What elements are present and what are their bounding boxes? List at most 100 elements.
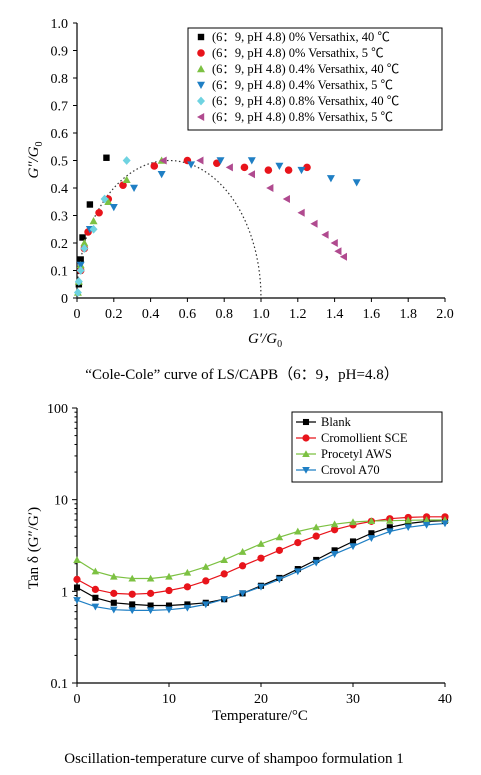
legend-marker (302, 450, 310, 458)
x-tick-label: 10 (162, 692, 176, 707)
x-tick-label: 1.4 (326, 307, 344, 322)
data-point-triangle-up (104, 197, 113, 205)
legend-marker (302, 466, 310, 474)
data-point-triangle-down (146, 607, 155, 615)
x-axis-label: G′/G0 (248, 331, 282, 350)
legend: Blank Cromollient SCE Procetyl AWS Crovol A… (291, 411, 443, 483)
data-point-circle (284, 166, 293, 174)
x-tick-label: 1.2 (289, 307, 307, 322)
data-point-triangle-up (165, 572, 173, 580)
y-tick-label: 0.9 (51, 45, 69, 60)
y-tick-label: 1 (61, 585, 68, 600)
legend-label: (6：9, pH 4.8) 0.4% Versathix, 5 ℃ (212, 78, 393, 92)
data-point-triangle-down (157, 171, 166, 179)
legend-label: (6：9, pH 4.8) 0.8% Versathix, 40 ℃ (212, 94, 399, 108)
data-point-triangle-left (282, 195, 290, 203)
data-point-circle (294, 539, 302, 547)
legend-label: (6：9, pH 4.8) 0% Versathix, 40 ℃ (212, 30, 390, 44)
x-tick-label: 40 (438, 692, 452, 707)
data-point-triangle-down (367, 535, 376, 542)
legend-marker (197, 96, 205, 106)
legend-marker (197, 81, 205, 89)
data-point-square (103, 154, 110, 161)
legend-label: Cromollient SCE (321, 431, 408, 445)
data-point-diamond (73, 288, 82, 297)
data-point-triangle-up (275, 533, 284, 541)
x-tick-label: 1.8 (399, 307, 417, 322)
data-point-square (331, 547, 338, 554)
data-point-circle (110, 589, 118, 597)
data-point-square (405, 520, 412, 527)
y-tick-label: 0.4 (51, 182, 69, 197)
data-point-triangle-down (238, 590, 247, 598)
y-tick-label: 0.1 (51, 265, 69, 280)
x-tick-label: 0 (74, 692, 81, 707)
data-point-triangle-up (422, 516, 431, 524)
x-tick-label: 1.0 (252, 307, 270, 322)
data-point-triangle-down (109, 204, 118, 212)
data-point-circle (330, 526, 339, 534)
data-point-triangle-up (202, 563, 210, 570)
data-point-triangle-left (321, 230, 329, 239)
data-point-square (79, 234, 86, 241)
chart-caption: “Cole-Cole” curve of LS/CAPB（6：9，pH=4.8） (85, 366, 398, 383)
x-tick-label: 0.8 (215, 307, 233, 322)
data-point-triangle-down (312, 559, 320, 567)
data-point-circle (213, 159, 221, 168)
data-point-circle (238, 562, 247, 570)
data-point-square (184, 601, 191, 608)
y-tick-label: 0.2 (51, 237, 69, 252)
x-tick-label: 0.4 (142, 307, 160, 322)
data-point-triangle-up (312, 523, 320, 531)
data-point-triangle-down (216, 157, 225, 165)
data-point-triangle-up (257, 540, 265, 547)
data-point-circle (240, 163, 249, 172)
legend-label: (6：9, pH 4.8) 0.8% Versathix, 5 ℃ (212, 110, 393, 124)
data-point-circle (165, 586, 173, 595)
data-point-square (77, 256, 84, 263)
data-point-circle (150, 162, 159, 170)
data-point-triangle-left (247, 170, 255, 179)
legend-box (291, 411, 443, 483)
data-point-triangle-up (294, 527, 302, 535)
data-point-triangle-down (220, 596, 228, 604)
data-point-triangle-left (266, 184, 274, 192)
data-point-triangle-down (352, 179, 361, 187)
data-point-circle (119, 181, 127, 190)
data-point-triangle-down (110, 606, 118, 614)
data-point-triangle-left (297, 208, 305, 217)
data-point-triangle-down (404, 524, 412, 532)
y-tick-label: 100 (47, 402, 68, 417)
data-point-circle (312, 532, 320, 540)
data-point-triangle-left (310, 219, 318, 228)
data-point-square (92, 594, 99, 601)
data-point-triangle-down (257, 583, 265, 591)
data-point-triangle-down (349, 543, 357, 551)
data-point-triangle-down (275, 576, 284, 584)
y-tick-label: 10 (54, 494, 68, 509)
data-point-circle (303, 163, 311, 172)
data-point-triangle-left (225, 163, 233, 172)
data-point-triangle-down (294, 568, 302, 576)
y-axis-label: G″/G0 (26, 141, 45, 178)
data-point-circle (146, 589, 155, 597)
x-tick-label: 20 (254, 692, 268, 707)
y-tick-label: 0.5 (51, 155, 69, 170)
data-point-triangle-up (330, 520, 339, 528)
data-point-triangle-left (159, 156, 167, 165)
data-point-diamond (76, 266, 85, 275)
data-point-diamond (80, 244, 89, 253)
data-point-triangle-up (183, 568, 192, 576)
data-point-triangle-up (128, 574, 136, 582)
data-point-diamond (100, 194, 109, 204)
data-point-triangle-up (404, 516, 412, 524)
data-point-triangle-down (422, 521, 431, 529)
data-point-triangle-down (330, 551, 339, 558)
data-point-square (86, 201, 94, 208)
y-tick-label: 0 (61, 292, 68, 307)
data-point-diamond (122, 156, 131, 165)
data-point-triangle-down (73, 597, 81, 605)
y-tick-label: 0.3 (51, 210, 69, 225)
data-point-triangle-down (297, 166, 306, 175)
